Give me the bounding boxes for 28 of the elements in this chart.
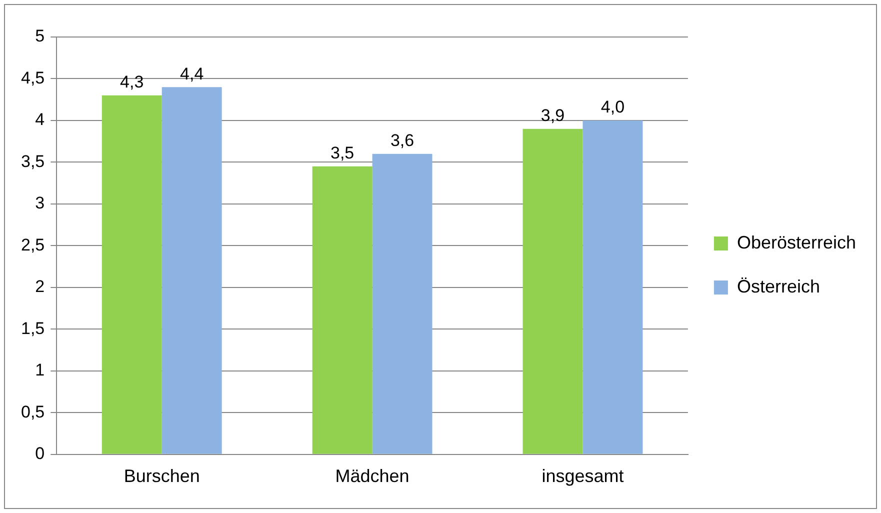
y-tick-label: 1,5 <box>20 318 45 338</box>
y-tick-label: 0 <box>35 444 45 464</box>
y-tick-label: 4 <box>35 110 45 130</box>
data-label: 3,5 <box>330 144 354 163</box>
y-tick-label: 2 <box>35 277 45 296</box>
legend-label: Österreich <box>736 276 820 296</box>
x-tick-label: Mädchen <box>335 466 410 486</box>
y-tick-label: 2,5 <box>20 235 45 254</box>
data-label: 4,3 <box>120 72 144 92</box>
y-tick-label: 5 <box>35 26 45 46</box>
data-label: 3,9 <box>540 106 565 126</box>
y-tick-label: 3,5 <box>20 152 45 171</box>
legend-label: Oberösterreich <box>736 232 856 252</box>
bar <box>102 95 162 454</box>
bar <box>162 87 222 454</box>
data-label: 4,4 <box>180 64 204 84</box>
bar <box>312 166 372 454</box>
bar <box>372 154 432 454</box>
data-label: 4,0 <box>600 98 625 117</box>
x-tick-label: Burschen <box>124 466 200 486</box>
y-tick-label: 4,5 <box>20 68 45 88</box>
bar <box>522 128 583 454</box>
y-tick-label: 0,5 <box>20 402 45 422</box>
y-tick-label: 1 <box>35 360 45 380</box>
x-tick-label: insgesamt <box>542 466 624 486</box>
y-tick-label: 3 <box>35 194 45 213</box>
data-label: 3,6 <box>390 131 414 150</box>
bar <box>582 120 643 454</box>
